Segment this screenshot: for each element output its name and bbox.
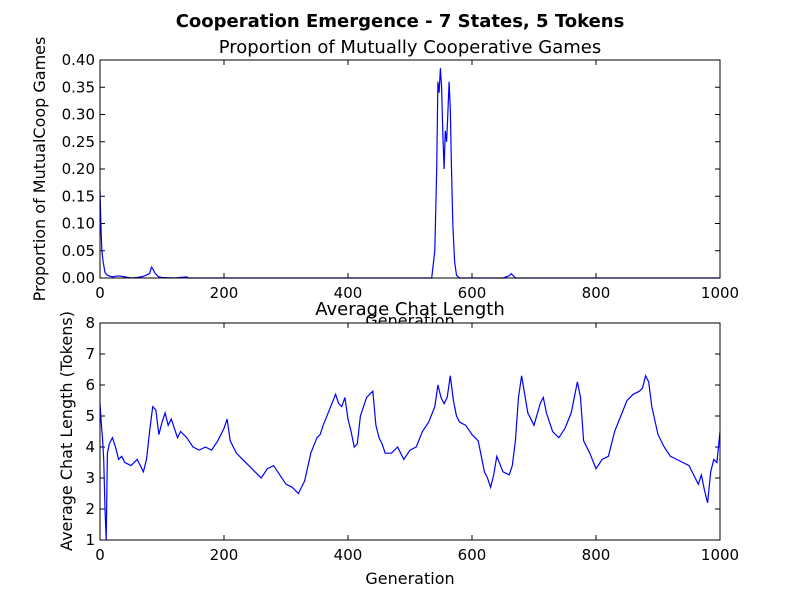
- mutual-coop-y-tick-label: 0.20: [62, 160, 95, 178]
- mutual-coop-y-tick-label: 0.10: [62, 215, 95, 233]
- chat-length-y-tick-label: 2: [85, 500, 95, 518]
- chat-length-y-tick-label: 1: [85, 531, 95, 549]
- chat-length-x-axis-label: Generation: [365, 569, 454, 588]
- mutual-coop-y-tick-label: 0.40: [62, 51, 95, 69]
- chat-length-x-tick-label: 400: [334, 546, 363, 564]
- chat-length-x-tick-label: 0: [95, 546, 105, 564]
- mutual-coop-x-tick-label: 800: [582, 284, 611, 302]
- mutual-coop-y-tick-label: 0.25: [62, 133, 95, 151]
- mutual-coop-y-axis-label: Proportion of MutualCoop Games: [30, 37, 49, 302]
- chat-length-plot-frame: [99, 322, 721, 541]
- mutual-coop-plot-frame: [99, 59, 721, 279]
- chat-length-y-tick-label: 4: [85, 438, 95, 456]
- mutual-coop-y-tick-label: 0.00: [62, 269, 95, 287]
- mutual-coop-x-tick-label: 400: [334, 284, 363, 302]
- chat-length-x-tick-label: 600: [458, 546, 487, 564]
- chat-length-plot-area: [100, 323, 720, 540]
- chat-length-chart-title: Average Chat Length: [315, 299, 505, 320]
- mutual-coop-y-tick-label: 0.35: [62, 78, 95, 96]
- chat-length-y-tick-label: 8: [85, 314, 95, 332]
- chat-length-chart: Average Chat Length 0 200 400 600 800 1000 1 2 3…: [57, 299, 739, 588]
- chat-length-y-tick-label: 6: [85, 376, 95, 394]
- mutual-coop-y-tick-label: 0.05: [62, 242, 95, 260]
- mutual-coop-x-tick-label: 1000: [701, 284, 739, 302]
- chat-length-ticks: 0 200 400 600 800 1000 1 2 3 4 5 6 7 8: [85, 314, 739, 564]
- mutual-coop-y-tick-label: 0.15: [62, 187, 95, 205]
- mutual-coop-chart: Proportion of Mutually Cooperative Games…: [30, 37, 739, 330]
- mutual-coop-x-tick-label: 200: [210, 284, 239, 302]
- mutual-coop-x-tick-label: 600: [458, 284, 487, 302]
- chat-length-y-tick-label: 5: [85, 407, 95, 425]
- mutual-coop-x-tick-label: 0: [95, 284, 105, 302]
- figure-title: Cooperation Emergence - 7 States, 5 Toke…: [176, 11, 625, 32]
- chat-length-x-tick-label: 800: [582, 546, 611, 564]
- chat-length-series-line: [99, 373, 721, 541]
- mutual-coop-chart-title: Proportion of Mutually Cooperative Games: [219, 37, 601, 58]
- mutual-coop-plot-area: [100, 60, 720, 278]
- chat-length-x-tick-label: 200: [210, 546, 239, 564]
- mutual-coop-ticks: 0 200 400 600 800 1000 0.00 0.05 0.10 0.15 0.20 0.2…: [62, 51, 740, 302]
- chat-length-y-axis-label: Average Chat Length (Tokens): [57, 311, 76, 551]
- mutual-coop-y-tick-label: 0.30: [62, 106, 95, 124]
- chat-length-y-tick-label: 3: [85, 469, 95, 487]
- chat-length-x-tick-label: 1000: [701, 546, 739, 564]
- chat-length-y-tick-label: 7: [85, 345, 95, 363]
